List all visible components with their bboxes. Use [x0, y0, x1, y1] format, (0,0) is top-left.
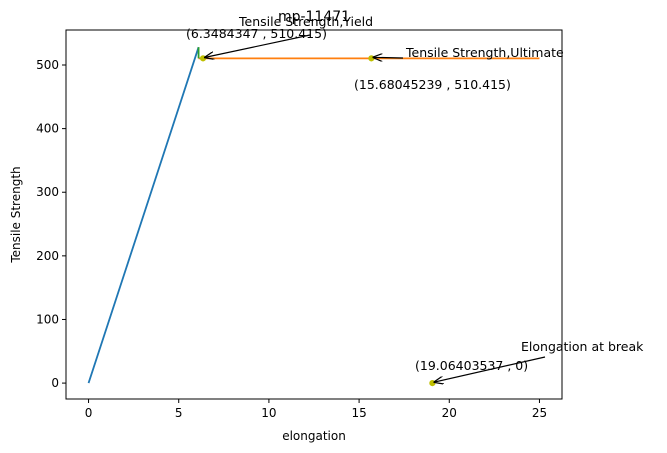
x-tick-label: 5 — [175, 406, 183, 420]
y-tick-label: 400 — [36, 122, 59, 136]
x-axis-label: elongation — [282, 429, 346, 443]
annotation-break-label: Elongation at break — [521, 339, 644, 354]
annotation-break-coords: (19.06403537 , 0) — [415, 358, 528, 373]
annotation-ultimate: Tensile Strength,Ultimate (15.68045239 ,… — [354, 45, 564, 92]
annotation-break: Elongation at break (19.06403537 , 0) — [415, 339, 644, 382]
y-tick-label: 500 — [36, 58, 59, 72]
y-axis-label: Tensile Strength — [9, 166, 23, 263]
annotation-ultimate-label: Tensile Strength,Ultimate — [405, 45, 564, 60]
annotation-yield-arrow — [205, 34, 311, 57]
data-point-2 — [429, 379, 436, 387]
y-tick-label: 0 — [51, 376, 59, 390]
x-tick-label: 15 — [351, 406, 366, 420]
data-point-1 — [368, 55, 375, 62]
x-axis-ticks: 0 5 10 15 20 25 — [85, 399, 547, 420]
x-tick-label: 20 — [442, 406, 457, 420]
x-tick-label: 10 — [261, 406, 276, 420]
x-tick-label: 0 — [85, 406, 93, 420]
chart-title: mp-11471 — [278, 9, 350, 25]
annotation-yield-label: Tensile Strength,Yield — [238, 14, 373, 29]
y-tick-label: 200 — [36, 249, 59, 263]
plot-frame — [65, 29, 563, 400]
plot-points — [199, 55, 436, 387]
series-line-0 — [87, 46, 200, 384]
annotation-yield: Tensile Strength,Yield (6.3484347 , 510.… — [186, 14, 373, 57]
annotation-ultimate-coords: (15.68045239 , 510.415) — [354, 77, 511, 92]
plot-lines — [87, 46, 540, 384]
x-tick-label: 25 — [532, 406, 547, 420]
y-tick-label: 100 — [36, 312, 59, 326]
annotations: Tensile Strength,Yield (6.3484347 , 510.… — [186, 14, 644, 382]
data-point-0 — [199, 55, 207, 62]
annotation-yield-coords: (6.3484347 , 510.415) — [186, 26, 327, 41]
annotation-ultimate-arrow — [373, 57, 404, 58]
y-tick-label: 300 — [36, 185, 59, 199]
annotation-break-arrow — [434, 356, 546, 382]
y-axis-ticks: 0 100 200 300 400 500 — [36, 58, 66, 390]
